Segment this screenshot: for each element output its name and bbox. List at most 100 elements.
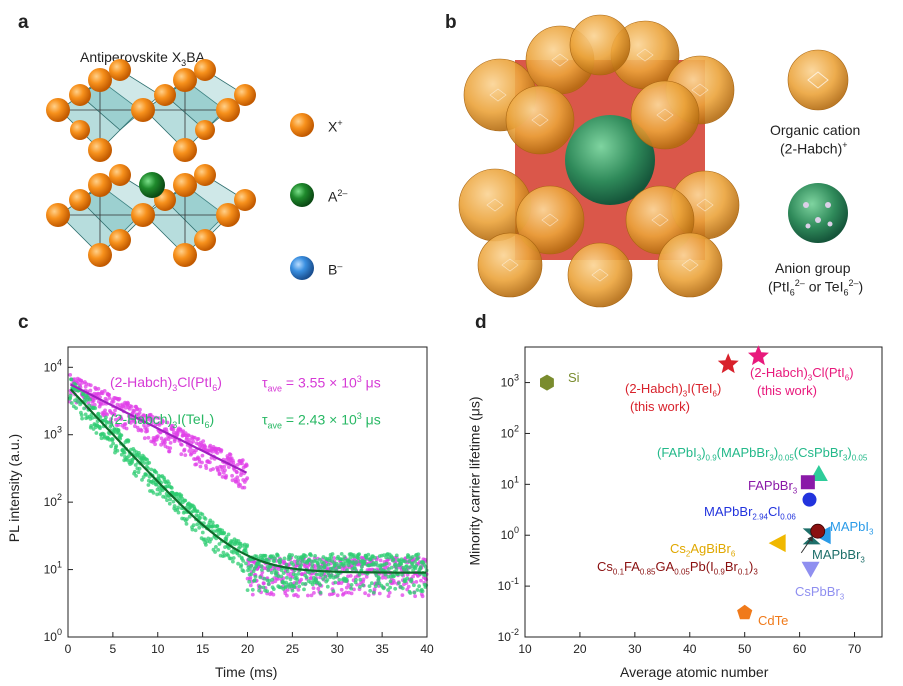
data-point: [88, 397, 92, 402]
data-point: [112, 412, 117, 417]
data-point: [321, 577, 325, 581]
data-point: [191, 523, 196, 528]
data-point: [335, 561, 339, 566]
label-fapbbr3: FAPbBr3: [748, 478, 798, 496]
data-point: [309, 576, 313, 580]
data-point: [394, 567, 399, 572]
data-point: [124, 426, 129, 431]
data-point: [405, 587, 410, 592]
data-point: [367, 584, 372, 588]
data-point: [167, 449, 172, 454]
data-point: [119, 452, 124, 457]
data-point: [306, 593, 310, 598]
data-point: [349, 591, 354, 596]
data-point: [357, 552, 361, 556]
data-point: [337, 565, 342, 570]
data-point: [168, 441, 173, 445]
data-point: [205, 539, 210, 544]
data-point: [249, 572, 254, 577]
data-point: [424, 577, 429, 582]
data-point: [418, 565, 423, 569]
data-point: [80, 416, 84, 421]
data-point: [216, 468, 221, 473]
data-point: [387, 562, 392, 566]
data-point: [107, 392, 111, 397]
data-point: [385, 582, 390, 587]
data-point: [210, 520, 215, 525]
data-point: [297, 584, 302, 589]
y-tick-label: 101: [44, 560, 62, 577]
data-point: [415, 588, 420, 592]
data-point: [381, 586, 386, 591]
data-point: [348, 574, 353, 578]
data-point: [204, 466, 209, 470]
data-point: [319, 565, 323, 570]
data-point: [383, 572, 388, 577]
fit-curve: [70, 383, 248, 474]
data-point: [276, 574, 281, 579]
data-point: [389, 565, 394, 570]
chart-c-ylabel: PL intensity (a.u.): [6, 433, 23, 543]
data-point: [323, 574, 328, 579]
data-point: [90, 416, 95, 420]
data-point: [361, 577, 366, 582]
data-point: [69, 401, 74, 405]
chart-d-ylabel: Minority carrier lifetime (μs): [466, 396, 483, 566]
point-mapbbr2-94cl0-06: [802, 492, 817, 507]
data-point: [179, 493, 184, 498]
data-point: [392, 574, 396, 578]
data-point: [318, 590, 323, 595]
data-point: [248, 575, 253, 580]
data-point: [163, 495, 168, 500]
data-point: [204, 543, 208, 547]
x-tick-label: 0: [65, 642, 72, 656]
x-tick-label: 25: [286, 642, 300, 656]
data-point: [326, 562, 331, 567]
y-tick-label: 104: [44, 357, 62, 374]
data-point: [258, 584, 262, 589]
data-point: [271, 587, 276, 591]
data-point: [273, 579, 278, 584]
data-point: [386, 594, 391, 598]
data-point: [231, 460, 236, 465]
data-point: [133, 424, 137, 429]
data-point: [200, 453, 205, 458]
data-point: [110, 437, 115, 441]
data-point: [405, 576, 410, 581]
data-point: [171, 427, 176, 432]
data-point: [295, 561, 300, 566]
data-point: [342, 554, 347, 559]
a-legend-label: A2–: [328, 188, 348, 205]
panel-letter-b: b: [445, 12, 457, 33]
data-point: [190, 527, 195, 532]
data-point: [98, 426, 102, 431]
data-point: [245, 588, 250, 592]
data-point: [154, 482, 159, 487]
data-point: [132, 409, 137, 413]
leader-arrow: [800, 535, 814, 554]
data-point: [302, 587, 306, 592]
data-point: [265, 589, 269, 594]
data-point: [161, 419, 166, 424]
data-point: [271, 592, 276, 597]
data-point: [209, 537, 214, 541]
data-point: [156, 434, 160, 439]
data-point: [417, 584, 421, 589]
data-point: [208, 443, 213, 448]
data-point: [200, 512, 205, 517]
point-cs0-1fa0-85ga0-05pb-i0-9br0-1-3: [810, 523, 826, 539]
data-point: [222, 530, 227, 535]
data-point: [313, 554, 317, 558]
data-point: [88, 388, 93, 393]
y-tick-label: 103: [44, 425, 62, 442]
data-point: [241, 559, 246, 563]
point-si: [540, 374, 554, 391]
label-cspbbr3: CsPbBr3: [795, 584, 845, 602]
data-point: [240, 461, 244, 466]
y-tick-label: 102: [501, 423, 519, 440]
data-point: [163, 440, 167, 445]
label-i-tei6: (2-Habch)3I(TeI6): [625, 381, 722, 399]
data-point: [244, 463, 249, 468]
data-point: [250, 587, 255, 592]
data-point: [150, 418, 155, 423]
